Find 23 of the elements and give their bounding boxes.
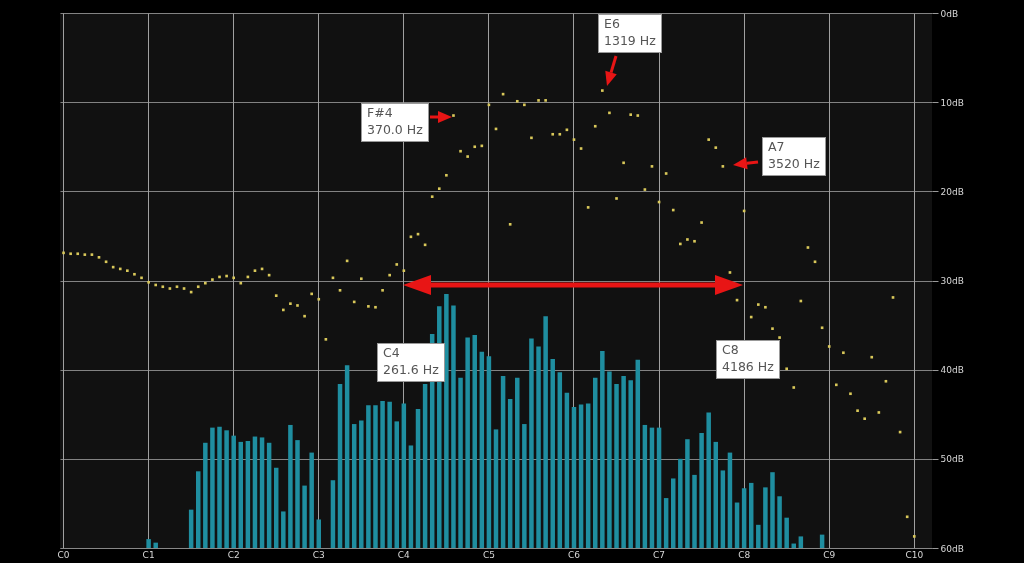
y-tick-label: 10dB — [940, 97, 964, 108]
annotation: A7 3520 Hz — [762, 137, 826, 176]
annotation: E6 1319 Hz — [598, 14, 662, 53]
x-tick-label: C6 — [567, 549, 581, 560]
x-tick-label: C0 — [57, 549, 70, 560]
y-tick-label: 20dB — [940, 186, 964, 197]
x-tick-label: C4 — [397, 549, 411, 560]
x-tick-label: C1 — [142, 549, 155, 560]
annotation: C8 4186 Hz — [716, 340, 780, 379]
x-tick-label: C10 — [905, 549, 924, 560]
y-tick-label: 0dB — [940, 8, 959, 19]
annotation: F#4 370.0 Hz — [361, 103, 429, 142]
annotation: C4 261.6 Hz — [377, 343, 445, 382]
y-tick-label: 50dB — [940, 454, 964, 465]
y-tick-label: 30dB — [940, 276, 964, 286]
x-tick-label: C7 — [653, 549, 666, 560]
x-tick-label: C9 — [823, 549, 836, 560]
y-tick-label: 40dB — [940, 365, 964, 376]
x-tick-label: C2 — [227, 549, 240, 560]
y-tick-label: 60dB — [940, 543, 964, 554]
x-tick-label: C3 — [312, 549, 325, 560]
x-tick-label: C5 — [482, 549, 495, 560]
x-tick-label: C8 — [738, 549, 751, 560]
